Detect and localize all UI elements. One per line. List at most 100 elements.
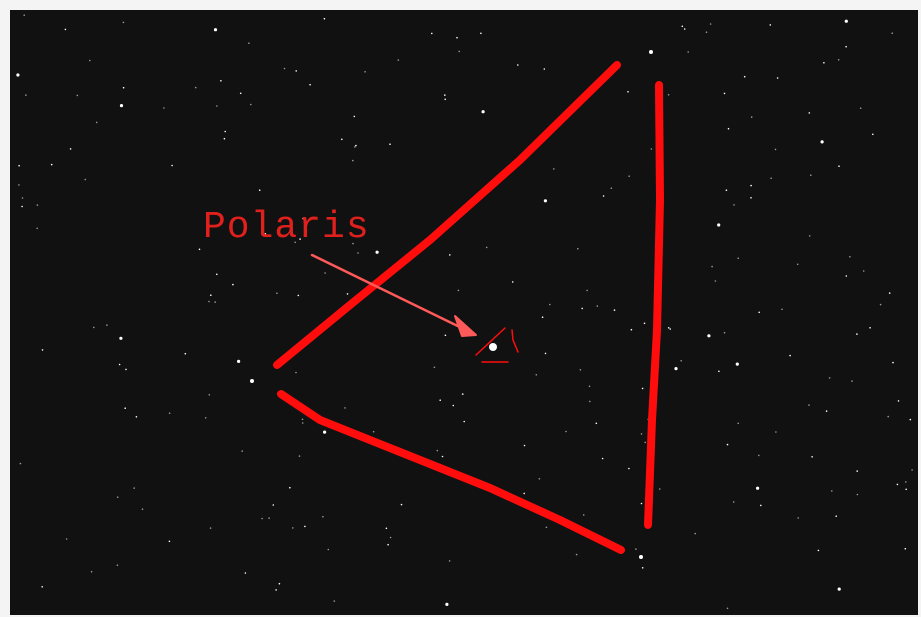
star xyxy=(649,50,653,54)
star xyxy=(442,456,444,458)
star xyxy=(838,165,840,167)
star xyxy=(728,128,730,130)
star xyxy=(644,323,646,325)
star xyxy=(248,42,250,44)
star xyxy=(106,324,108,326)
star xyxy=(897,484,899,486)
star xyxy=(627,91,629,93)
star xyxy=(444,99,446,101)
star xyxy=(352,160,354,162)
star xyxy=(480,33,482,35)
star xyxy=(586,290,588,292)
star xyxy=(887,416,889,418)
star xyxy=(209,394,211,396)
star xyxy=(687,51,689,53)
star-label: Polaris xyxy=(203,206,370,249)
star xyxy=(589,401,591,403)
star xyxy=(37,204,39,206)
star xyxy=(66,538,68,540)
star xyxy=(169,541,171,543)
star xyxy=(23,14,25,16)
star xyxy=(289,487,291,489)
star xyxy=(810,174,812,176)
star xyxy=(439,399,441,401)
star xyxy=(821,140,824,143)
star xyxy=(756,487,759,490)
star xyxy=(770,24,772,26)
star xyxy=(611,187,613,189)
star xyxy=(860,107,862,109)
star xyxy=(581,308,583,310)
star xyxy=(614,309,616,311)
sky xyxy=(10,10,918,615)
star xyxy=(597,305,599,307)
star xyxy=(299,455,301,457)
star xyxy=(744,76,746,78)
star xyxy=(889,292,891,294)
star xyxy=(811,456,813,458)
star xyxy=(674,367,677,370)
star xyxy=(545,353,547,355)
star xyxy=(628,175,630,177)
star xyxy=(261,518,263,520)
star xyxy=(120,104,123,107)
star xyxy=(462,393,464,395)
star xyxy=(279,583,281,585)
star xyxy=(589,386,591,388)
star xyxy=(295,70,297,72)
star xyxy=(727,444,729,446)
star xyxy=(354,116,356,118)
star xyxy=(512,281,514,283)
star xyxy=(892,362,894,364)
star xyxy=(276,292,278,294)
star xyxy=(856,470,858,472)
star xyxy=(553,168,555,170)
star xyxy=(355,145,357,147)
star xyxy=(750,185,752,187)
star xyxy=(123,87,125,89)
star xyxy=(577,248,579,250)
star xyxy=(726,189,728,191)
star xyxy=(809,112,811,114)
star xyxy=(775,149,777,151)
star xyxy=(628,468,630,470)
star xyxy=(710,23,712,25)
star xyxy=(273,504,275,506)
star xyxy=(93,327,95,329)
star xyxy=(309,84,311,86)
star xyxy=(449,560,451,562)
star xyxy=(437,450,439,452)
star xyxy=(539,478,541,480)
star xyxy=(304,526,306,528)
star xyxy=(835,515,837,517)
star xyxy=(458,51,460,53)
star xyxy=(431,33,433,35)
star xyxy=(250,379,254,383)
star xyxy=(737,257,739,259)
star xyxy=(458,290,460,292)
star xyxy=(694,533,696,535)
star xyxy=(797,517,799,519)
star xyxy=(486,247,488,249)
star xyxy=(214,301,216,303)
star xyxy=(845,46,847,48)
star xyxy=(295,372,297,374)
star xyxy=(334,600,336,602)
star xyxy=(323,431,326,434)
star xyxy=(544,199,547,202)
star xyxy=(214,28,217,31)
star xyxy=(851,380,853,382)
star xyxy=(659,488,661,490)
star xyxy=(224,138,226,140)
star xyxy=(18,184,20,186)
star xyxy=(171,165,173,167)
star xyxy=(797,264,799,266)
star xyxy=(682,26,684,28)
star xyxy=(751,116,753,118)
star xyxy=(777,77,779,79)
star xyxy=(376,251,379,254)
star xyxy=(208,301,210,303)
star xyxy=(364,71,366,73)
star xyxy=(292,527,294,529)
star xyxy=(576,554,578,556)
